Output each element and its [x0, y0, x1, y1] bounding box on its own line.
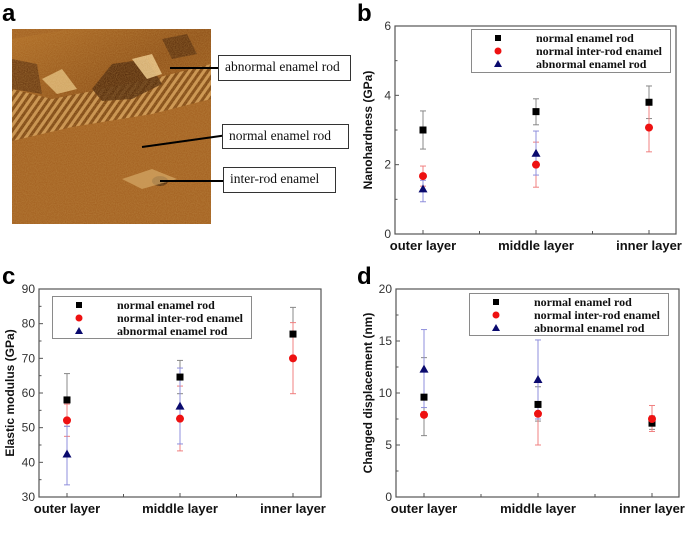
data-point-circle	[645, 123, 653, 132]
x-category-label: outer layer	[391, 501, 457, 516]
y-tick-label: 10	[379, 386, 393, 400]
square-marker-icon	[495, 35, 501, 41]
y-tick-label: 90	[22, 282, 36, 296]
x-category-label: outer layer	[390, 238, 456, 253]
legend-label: abnormal enamel rod	[534, 320, 645, 335]
circle-marker-icon	[494, 47, 502, 55]
data-point-triangle	[175, 401, 185, 410]
data-point-circle	[289, 354, 297, 363]
y-tick-label: 30	[22, 490, 36, 504]
x-category-label: inner layer	[260, 501, 326, 516]
callout-leader-interrod	[160, 180, 224, 182]
data-point-square	[63, 396, 71, 404]
legend-label: abnormal enamel rod	[117, 323, 228, 338]
data-point-square	[648, 419, 656, 427]
legend-panel-c: normal enamel rod normal inter-rod ename…	[52, 296, 252, 339]
legend-panel-d: normal enamel rod normal inter-rod ename…	[469, 293, 669, 336]
data-point-circle	[63, 416, 71, 425]
afm-surface-image	[12, 29, 211, 224]
data-point-square	[419, 126, 427, 134]
legend-label: normal inter-rod enamel	[536, 43, 662, 58]
triangle-marker-icon	[492, 324, 500, 331]
data-point-square	[289, 330, 297, 338]
callout-leader-abnormal	[170, 67, 218, 69]
data-point-square	[534, 400, 542, 408]
data-point-circle	[420, 410, 428, 419]
square-marker-icon	[76, 302, 82, 308]
circle-marker-icon	[492, 311, 500, 319]
callout-normal-enamel-rod: normal enamel rod	[222, 124, 349, 149]
data-point-triangle	[62, 449, 72, 458]
y-tick-label: 20	[379, 282, 393, 296]
callout-inter-rod-enamel: inter-rod enamel	[223, 167, 336, 193]
square-marker-icon	[493, 299, 499, 305]
panel-a-letter: a	[2, 0, 16, 27]
y-tick-label: 6	[384, 19, 391, 33]
data-point-circle	[176, 414, 184, 423]
data-point-triangle	[418, 184, 428, 193]
y-tick-label: 0	[384, 227, 391, 241]
data-point-square	[532, 108, 540, 116]
legend-label: abnormal enamel rod	[536, 56, 647, 71]
data-point-circle	[532, 160, 540, 169]
x-category-label: middle layer	[500, 501, 576, 516]
y-axis-title: Nanohardness (GPa)	[361, 71, 375, 190]
triangle-marker-icon	[494, 60, 502, 67]
data-point-triangle	[533, 374, 543, 383]
data-point-circle	[648, 415, 656, 423]
x-category-label: inner layer	[619, 501, 685, 516]
data-point-square	[645, 98, 653, 106]
legend-label: normal enamel rod	[534, 294, 632, 309]
y-tick-label: 50	[22, 421, 36, 435]
x-category-label: inner layer	[616, 238, 682, 253]
panel-c-letter: c	[2, 263, 16, 290]
y-tick-label: 0	[385, 490, 392, 504]
triangle-marker-icon	[75, 327, 83, 334]
y-tick-label: 70	[22, 351, 36, 365]
x-category-label: outer layer	[34, 501, 100, 516]
y-tick-label: 2	[384, 158, 391, 172]
x-category-label: middle layer	[498, 238, 574, 253]
panel-d-letter: d	[357, 263, 372, 290]
panel-b-letter: b	[357, 0, 372, 27]
legend-label: normal enamel rod	[536, 30, 634, 45]
y-tick-label: 4	[384, 88, 391, 102]
data-point-circle	[534, 409, 542, 418]
y-tick-label: 15	[379, 334, 393, 348]
data-point-square	[420, 393, 428, 401]
data-point-triangle	[531, 148, 541, 157]
legend-panel-b: normal enamel rod normal inter-rod ename…	[471, 29, 671, 73]
legend-label: normal inter-rod enamel	[534, 307, 660, 322]
y-axis-title: Changed displacement (nm)	[361, 313, 375, 474]
circle-marker-icon	[75, 314, 83, 322]
y-axis-title: Elastic modulus (GPa)	[3, 329, 17, 456]
y-tick-label: 60	[22, 386, 36, 400]
legend-label: normal enamel rod	[117, 297, 215, 312]
y-tick-label: 5	[385, 438, 392, 452]
legend-label: normal inter-rod enamel	[117, 310, 243, 325]
data-point-triangle	[419, 364, 429, 373]
y-tick-label: 40	[22, 455, 36, 469]
data-point-circle	[419, 172, 427, 181]
x-category-label: middle layer	[142, 501, 218, 516]
data-point-square	[176, 373, 184, 381]
y-tick-label: 80	[22, 317, 36, 331]
callout-abnormal-enamel-rod: abnormal enamel rod	[218, 55, 351, 81]
